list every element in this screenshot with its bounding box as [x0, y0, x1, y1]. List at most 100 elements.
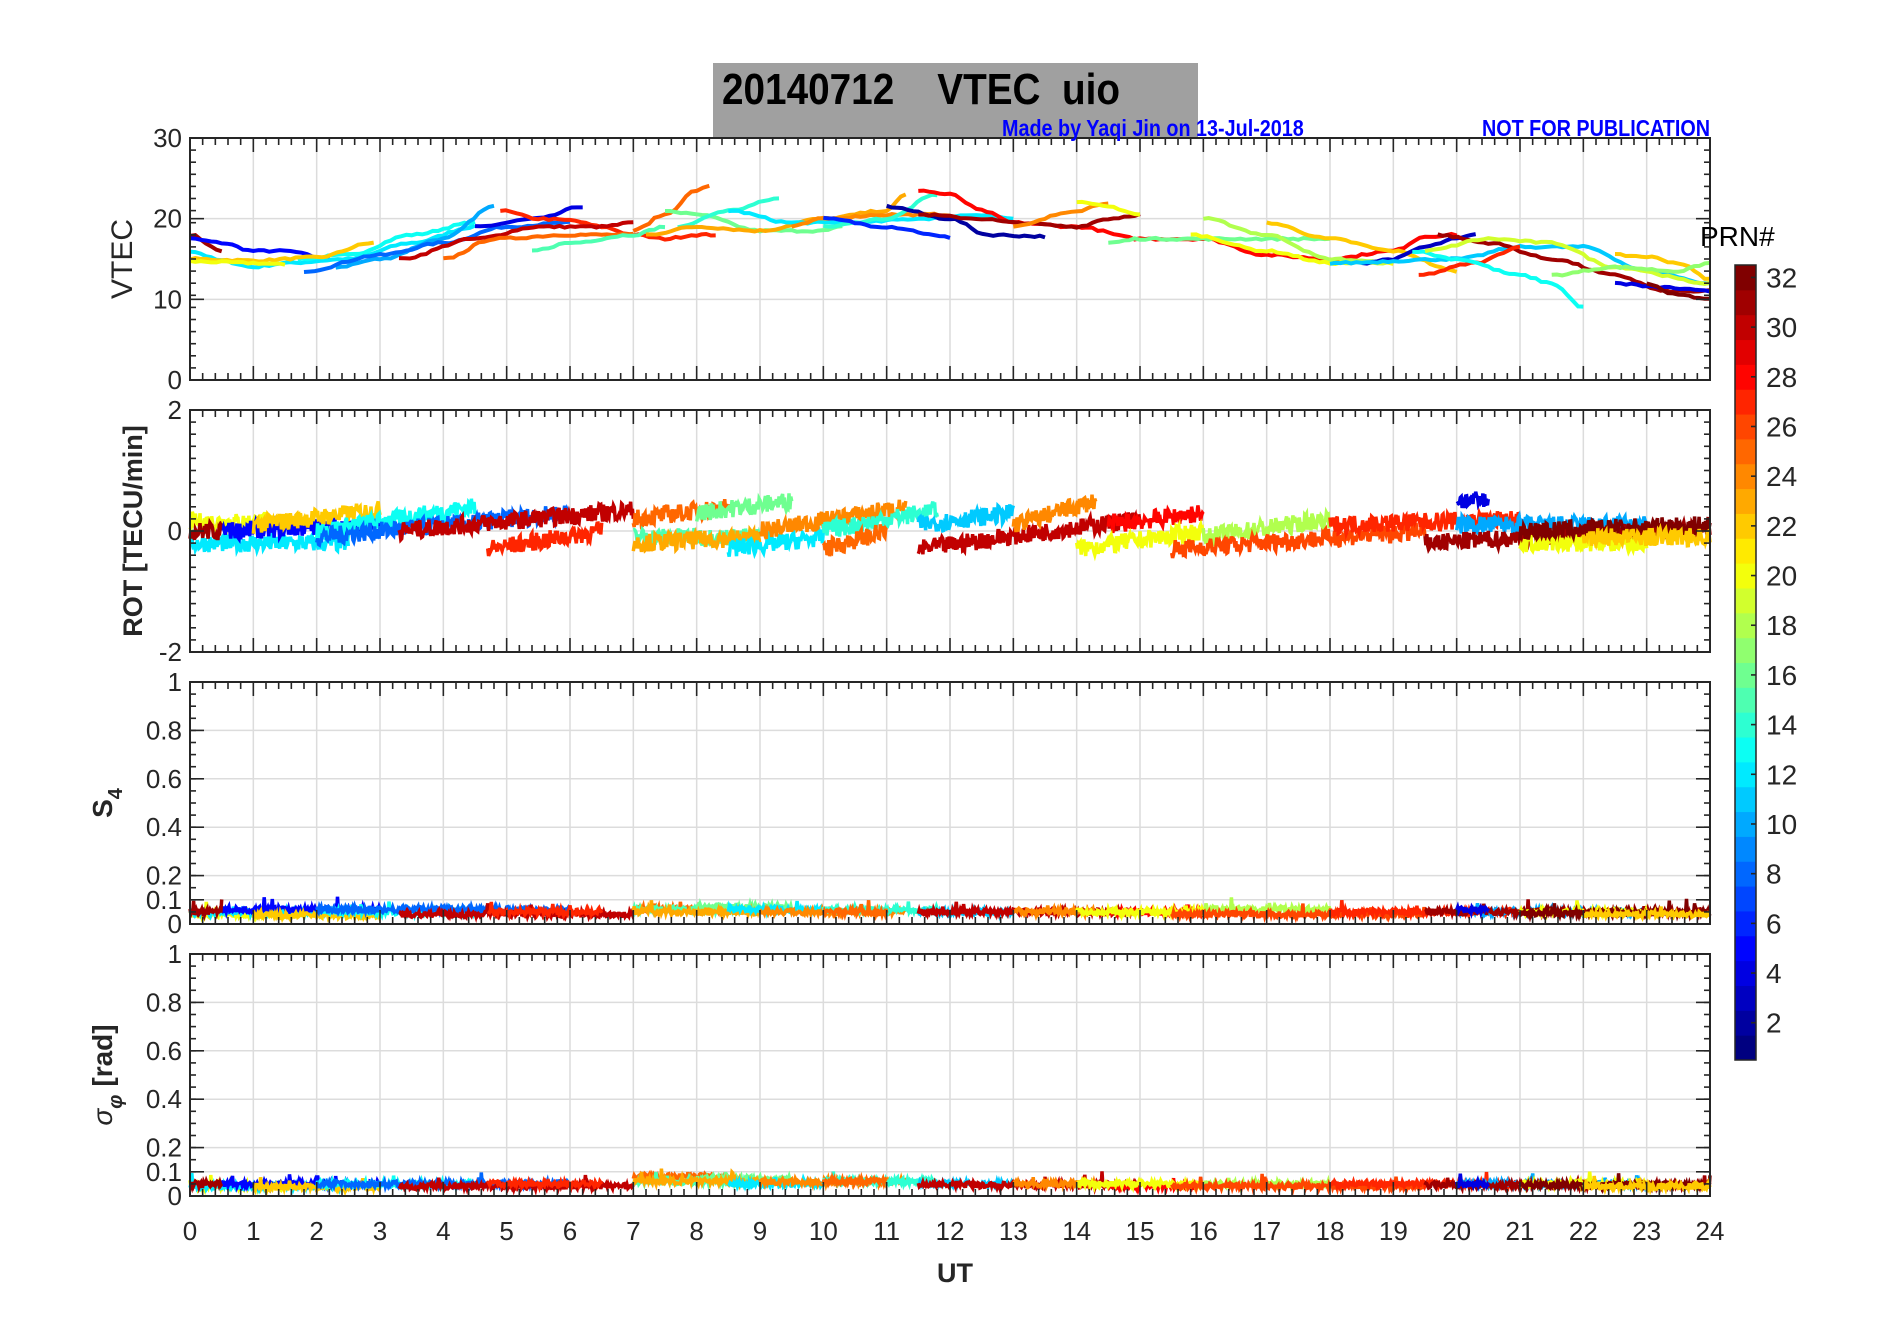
rot-trace-prn-20 — [1074, 518, 1206, 562]
colorbar-band-prn-24 — [1735, 463, 1756, 490]
vtec-line-prn-32 — [1646, 281, 1711, 301]
sigma-y-label-subscript: φ — [105, 1095, 127, 1109]
x-tick-label: 7 — [626, 1216, 640, 1246]
vtec-y-tick-label: 30 — [153, 123, 182, 153]
colorbar-band-prn-3 — [1735, 985, 1756, 1011]
vtec-line-prn-20 — [1076, 199, 1141, 217]
rot-trace-prn-16 — [694, 492, 794, 522]
vtec-line-prn-5 — [189, 236, 330, 262]
vtec-y-label: VTEC — [106, 219, 139, 299]
rot-trace-prn-26 — [1169, 520, 1427, 560]
colorbar-band-prn-2 — [1735, 1010, 1756, 1036]
panel-rot: -2 0 2 ROT [TECU/min] — [118, 395, 1712, 667]
colorbar-tick-label: 28 — [1766, 362, 1797, 393]
rot-trace-prn-30 — [916, 508, 1142, 557]
x-tick-label: 22 — [1569, 1216, 1598, 1246]
vtec-line-prn-4 — [474, 205, 583, 229]
vtec-line-prn-27 — [500, 208, 716, 242]
x-tick-label: 23 — [1632, 1216, 1661, 1246]
colorbar-tick-label: 26 — [1766, 411, 1797, 442]
colorbar-band-prn-11 — [1735, 786, 1756, 813]
colorbar-band-prn-16 — [1735, 662, 1756, 688]
x-tick-label: 3 — [373, 1216, 387, 1246]
panel-vtec: 0 10 20 30 VTEC — [106, 123, 1711, 395]
s4-y-tick-label: 1 — [168, 667, 182, 697]
figure-title: 20140712 VTEC uio — [722, 64, 1120, 114]
colorbar-band-prn-15 — [1735, 687, 1756, 713]
vtec-line-prn-30 — [398, 220, 634, 261]
rot-trace-prn-32 — [1518, 516, 1712, 544]
colorbar-band-prn-10 — [1735, 811, 1756, 837]
colorbar-tick-label: 12 — [1766, 759, 1797, 790]
s4-y-tick-label: 0 — [168, 909, 182, 939]
s4-y-tick-label: 0.4 — [146, 812, 182, 842]
colorbar-tick-label: 30 — [1766, 312, 1797, 343]
colorbar-tick-label: 20 — [1766, 561, 1797, 592]
x-tick-label: 13 — [999, 1216, 1028, 1246]
colorbar-tick-label: 4 — [1766, 958, 1782, 989]
sigma-y-tick-label: 0.4 — [146, 1084, 182, 1114]
colorbar-band-prn-25 — [1735, 438, 1756, 465]
sigma-trace-prn-25 — [821, 1171, 888, 1191]
vtec-line-prn-6 — [823, 215, 951, 240]
colorbar-band-prn-13 — [1735, 737, 1756, 763]
vtec-line-prn-24 — [1013, 201, 1109, 229]
x-tick-label: 19 — [1379, 1216, 1408, 1246]
vtec-data — [189, 183, 1711, 309]
colorbar-tick-label: 22 — [1766, 511, 1797, 542]
vtec-line-prn-14 — [823, 192, 938, 229]
x-tick-label: 9 — [753, 1216, 767, 1246]
sigma-y-label: σφ [rad] — [87, 1024, 127, 1125]
x-tick-label: 0 — [183, 1216, 197, 1246]
colorbar-band-prn-14 — [1735, 712, 1756, 738]
sigma-y-tick-label: 0.2 — [146, 1133, 182, 1163]
s4-trace-prn-31 — [188, 899, 224, 922]
colorbar-band-prn-22 — [1735, 513, 1756, 539]
made-by-note: Made by Yaqi Jin on 13-Jul-2018 — [1002, 116, 1304, 142]
colorbar-band-prn-17 — [1735, 637, 1756, 663]
rot-trace-prn-22 — [251, 500, 382, 534]
x-tick-label: 15 — [1126, 1216, 1155, 1246]
x-tick-label: 14 — [1062, 1216, 1091, 1246]
colorbar-band-prn-21 — [1735, 538, 1756, 564]
vtec-line-prn-19 — [1424, 236, 1711, 287]
colorbar-band-prn-30 — [1735, 314, 1756, 341]
vtec-line-prn-2 — [886, 203, 1046, 240]
colorbar-band-prn-32 — [1735, 265, 1756, 291]
x-tick-label: 4 — [436, 1216, 450, 1246]
colorbar-band-prn-20 — [1735, 563, 1756, 589]
colorbar-band-prn-23 — [1735, 488, 1756, 514]
s4-y-tick-label: 0.1 — [146, 885, 182, 915]
rot-data — [188, 491, 1712, 562]
vtec-line-prn-25 — [443, 231, 634, 261]
rot-trace-prn-11 — [916, 501, 1015, 534]
s4-trace-prn-18 — [1201, 897, 1332, 920]
vtec-line-prn-20 — [189, 258, 286, 267]
rot-trace-prn-28 — [1106, 504, 1205, 534]
rot-trace-prn-25 — [821, 523, 889, 557]
colorbar-band-prn-27 — [1735, 389, 1756, 415]
s4-trace-prn-25 — [821, 900, 889, 922]
x-tick-label: 5 — [499, 1216, 513, 1246]
sigma-y-tick-label: 0.8 — [146, 987, 182, 1017]
s4-trace-prn-4 — [1455, 901, 1490, 920]
colorbar-band-prn-7 — [1735, 886, 1756, 912]
x-tick-label: 24 — [1696, 1216, 1725, 1246]
vtec-line-prn-18 — [1203, 215, 1394, 266]
vtec-line-prn-25 — [632, 183, 710, 233]
rot-trace-prn-12 — [726, 525, 826, 560]
sigma-trace-prn-31 — [189, 1175, 224, 1194]
sigma-y-tick-label: 0 — [168, 1181, 182, 1211]
colorbar-band-prn-29 — [1735, 339, 1756, 365]
vtec-line-prn-27 — [1418, 244, 1521, 277]
s4-y-label: S4 — [87, 787, 127, 818]
colorbar-band-prn-8 — [1735, 861, 1756, 887]
colorbar-tick-label: 18 — [1766, 610, 1797, 641]
x-tick-label: 11 — [873, 1216, 900, 1246]
colorbar-band-prn-19 — [1735, 587, 1756, 614]
colorbar-band-prn-9 — [1735, 836, 1756, 862]
colorbar-band-prn-6 — [1735, 910, 1756, 937]
x-tick-label: 6 — [563, 1216, 577, 1246]
